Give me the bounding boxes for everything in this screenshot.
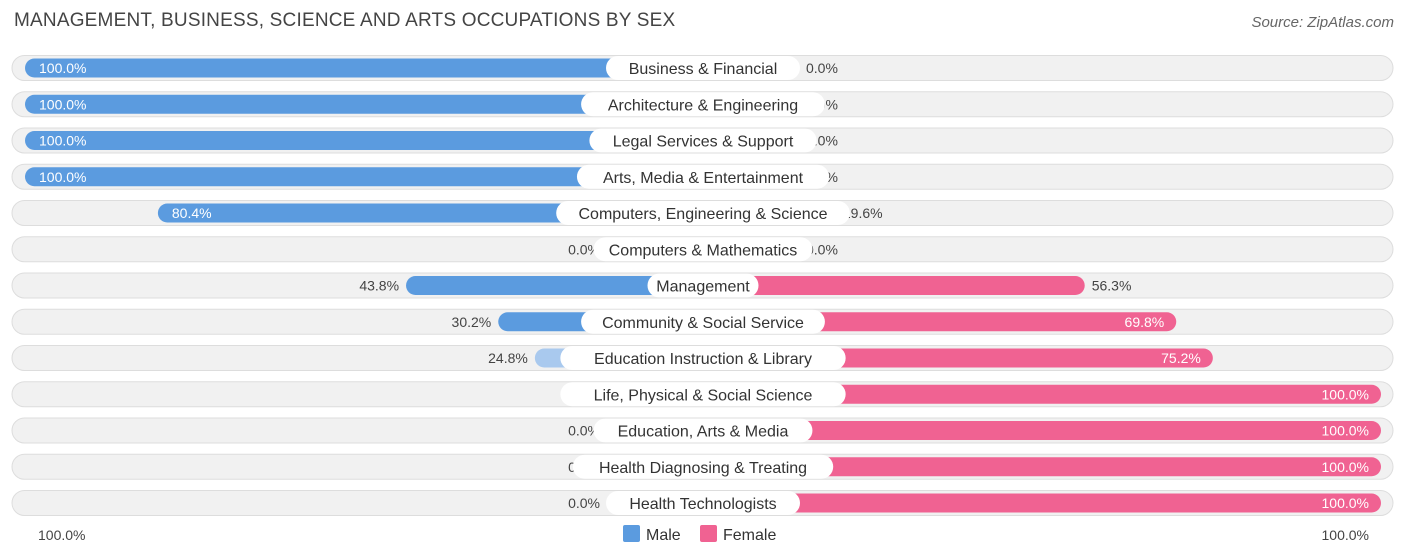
category-label-background (560, 346, 846, 370)
category-label-background (606, 491, 800, 515)
bar-female (703, 384, 1381, 404)
chart-row: 80.4% 19.6% Computers, Engineering & Scien… (11, 200, 1394, 226)
value-label-male: 24.8% (488, 350, 528, 366)
chart-row: 30.2% 69.8% Community & Social Service (11, 308, 1394, 335)
category-label-background (576, 164, 830, 189)
bar-male (25, 167, 703, 187)
category-label: Community & Social Service (602, 315, 804, 332)
bar-male (25, 58, 703, 78)
value-label-male: 43.8% (359, 278, 399, 294)
value-label-female: 100.0% (1322, 386, 1369, 402)
value-label-female: 69.8% (1125, 314, 1165, 330)
legend-label-male: Male (646, 527, 681, 544)
value-label-male: 30.2% (452, 314, 492, 330)
value-label-female: 75.2% (1161, 350, 1201, 366)
value-label-female: 100.0% (1322, 459, 1369, 475)
category-label: Arts, Media & Entertainment (603, 170, 804, 187)
category-label-background (593, 418, 813, 443)
value-label-female: 0.0% (806, 241, 838, 257)
bar-male (25, 94, 703, 114)
bar-female (703, 421, 1381, 440)
axis-label-left: 100.0% (38, 527, 85, 543)
chart-row: 0.0% 0.0% Computers & Mathematics (11, 236, 1394, 263)
value-label-female: 100.0% (1322, 423, 1369, 439)
value-label-female: 19.6% (843, 205, 883, 221)
category-label: Computers & Mathematics (609, 242, 798, 259)
value-label-male: 0.0% (568, 423, 600, 439)
category-label-background (556, 201, 850, 225)
source-note: Source: ZipAtlas.com (1251, 14, 1394, 31)
category-label-background (581, 309, 825, 334)
legend-swatch-female (700, 525, 717, 542)
category-label: Health Diagnosing & Treating (599, 460, 807, 477)
bar-male (25, 131, 703, 150)
bar-male (406, 276, 703, 295)
category-label: Education Instruction & Library (594, 351, 812, 368)
bar-female (703, 276, 1085, 295)
bar-female (703, 493, 1381, 513)
category-label-background (606, 56, 800, 80)
value-label-male: 0.0% (568, 495, 600, 511)
value-label-male: 100.0% (39, 133, 86, 149)
chart-row: 100.0% 0.0%Legal Services & Support (11, 127, 1394, 154)
category-label: Health Technologists (629, 496, 776, 513)
bar-female (703, 457, 1381, 477)
chart-row: 24.8% 75.2% Education Instruction & Librar… (11, 345, 1394, 371)
category-label-background (560, 382, 846, 407)
category-label: Architecture & Engineering (608, 97, 798, 114)
category-label: Management (656, 279, 750, 296)
chart-row: 43.8% 56.3% Management (11, 272, 1394, 299)
legend-label-female: Female (723, 527, 776, 544)
value-label-male: 100.0% (39, 60, 86, 76)
chart-title: MANAGEMENT, BUSINESS, SCIENCE AND ARTS O… (14, 10, 676, 31)
category-label-background (647, 273, 759, 298)
value-label-female: 100.0% (1322, 495, 1369, 511)
chart-row: 100.0%0.0%Architecture & Engineering (11, 91, 1394, 118)
category-label: Business & Financial (629, 61, 778, 78)
value-label-male: 100.0% (39, 169, 86, 185)
category-label-background (581, 92, 825, 117)
value-label-male: 0.0% (568, 241, 600, 257)
chart-row: 0.0% 100.0% Health Technologists (11, 490, 1394, 516)
chart-row: 0.0% 100.0% Education, Arts & Media (11, 417, 1394, 444)
category-label-background (572, 454, 834, 479)
chart-row: 100.0%0.0%Arts, Media & Entertainment (11, 163, 1394, 190)
value-label-female: 0.0% (806, 60, 838, 76)
value-label-male: 100.0% (39, 96, 86, 112)
chart-row: 100.0% 0.0% Business & Financial (11, 55, 1394, 81)
category-label: Life, Physical & Social Science (594, 387, 813, 404)
value-label-female: 56.3% (1092, 278, 1132, 294)
value-label-male: 80.4% (172, 205, 212, 221)
category-label: Computers, Engineering & Science (578, 206, 827, 223)
category-label: Legal Services & Support (613, 134, 794, 151)
chart-row: 0.0%100.0%Health Diagnosing & Treating (11, 453, 1394, 480)
chart-rows: 100.0%0.0%Business & Financial100.0%0.0%… (11, 55, 1394, 516)
legend-swatch-male (623, 525, 640, 542)
chart-row: 0.0%100.0%Life, Physical & Social Scienc… (11, 381, 1394, 408)
category-label-background (593, 237, 813, 262)
category-label: Education, Arts & Media (618, 424, 789, 441)
legend: Male Female (623, 525, 776, 544)
category-label-background (589, 128, 817, 153)
axis-label-right: 100.0% (1322, 527, 1369, 543)
